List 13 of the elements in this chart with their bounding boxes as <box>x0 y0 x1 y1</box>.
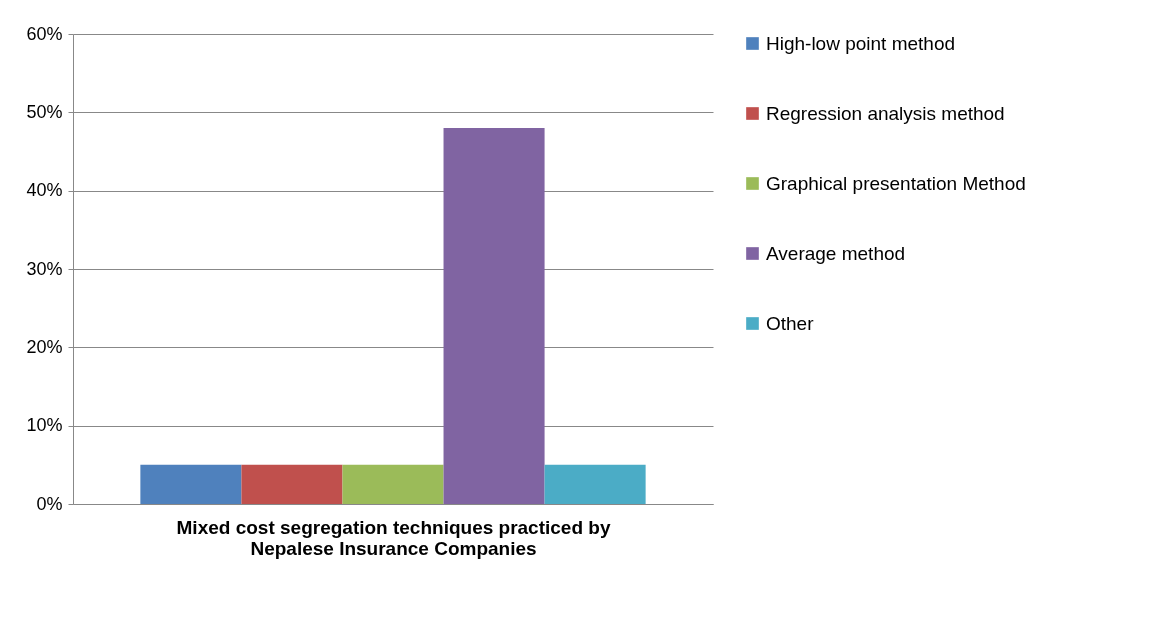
y-tick-label: 0% <box>36 493 63 514</box>
y-tick-label: 10% <box>26 415 63 436</box>
y-tick-label: 50% <box>26 101 63 122</box>
legend-label: Graphical presentation Method <box>766 172 1026 194</box>
legend-label: Other <box>766 312 815 334</box>
legend-label: Average method <box>766 242 906 264</box>
legend-label: High-low point method <box>766 32 956 54</box>
y-tick-label: 60% <box>26 23 63 44</box>
y-tick-label: 20% <box>26 336 63 357</box>
y-tick-label: 40% <box>26 180 63 201</box>
legend-label: Regression analysis method <box>766 102 1005 124</box>
x-axis-title: Mixed cost segregation techniques practiced by Nepalese Insurance Companies <box>176 516 611 559</box>
y-tick-label: 30% <box>26 258 63 279</box>
